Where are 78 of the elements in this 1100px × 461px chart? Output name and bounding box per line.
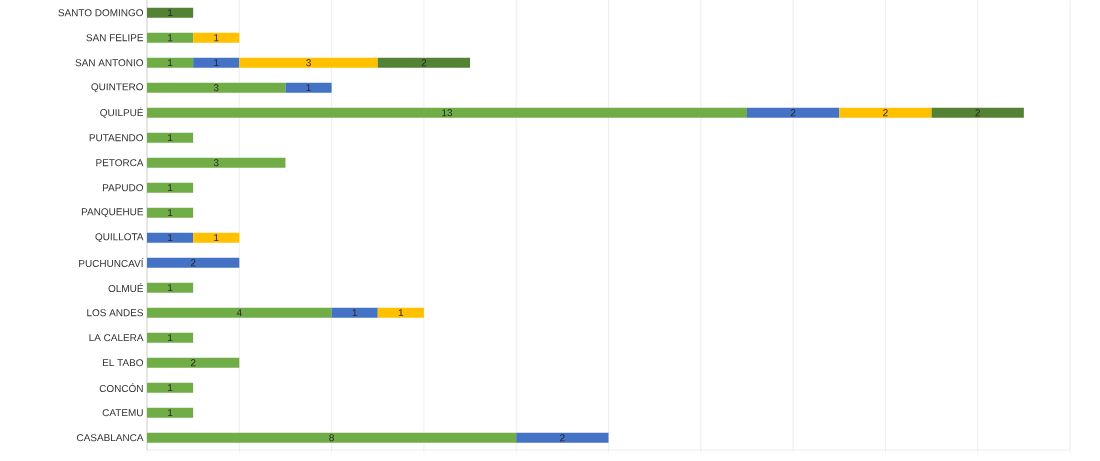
data-label: 4 bbox=[236, 309, 242, 316]
data-label: 1 bbox=[168, 209, 173, 216]
y-tick-label: SAN FELIPE bbox=[86, 34, 144, 42]
data-label: 1 bbox=[168, 184, 173, 191]
y-tick-label: PANQUEHUE bbox=[81, 208, 144, 217]
data-label: 2 bbox=[560, 434, 565, 442]
bar bbox=[147, 182, 194, 193]
y-tick-label: CONCÓN bbox=[99, 383, 143, 392]
bar bbox=[193, 32, 240, 43]
data-label: 1 bbox=[168, 134, 173, 141]
data-label: 3 bbox=[306, 59, 311, 67]
data-label: 2 bbox=[421, 59, 427, 67]
y-tick-label: OLMUÉ bbox=[108, 283, 144, 292]
y-tick-label: EL TABO bbox=[102, 359, 144, 367]
y-tick-label: PUCHUNCAVÍ bbox=[79, 258, 144, 267]
data-label: 1 bbox=[168, 334, 173, 341]
data-label: 1 bbox=[168, 34, 173, 41]
data-label: 1 bbox=[214, 59, 219, 66]
y-tick-label: PETORCA bbox=[96, 159, 144, 167]
data-label: 1 bbox=[214, 234, 219, 241]
y-tick-label: PAPUDO bbox=[102, 184, 144, 192]
data-label: 2 bbox=[790, 109, 796, 117]
data-label: 1 bbox=[168, 234, 173, 241]
bar bbox=[147, 357, 240, 368]
data-label: 1 bbox=[168, 284, 173, 291]
data-label: 1 bbox=[214, 34, 219, 41]
data-label: 8 bbox=[329, 434, 334, 442]
data-label: 2 bbox=[190, 259, 196, 267]
y-tick-label: SANTO DOMINGO bbox=[58, 9, 144, 17]
bar bbox=[147, 207, 194, 218]
data-label: 3 bbox=[213, 84, 219, 92]
y-tick-label: CASABLANCA bbox=[77, 434, 144, 442]
data-label: 2 bbox=[190, 359, 196, 367]
data-label: 13 bbox=[442, 109, 453, 117]
y-tick-label: PUTAENDO bbox=[89, 134, 144, 142]
bar bbox=[331, 307, 378, 318]
bar bbox=[147, 7, 194, 18]
bar bbox=[147, 107, 747, 118]
data-label: 1 bbox=[168, 384, 173, 391]
y-tick-label: QUILLOTA bbox=[95, 233, 144, 242]
bar bbox=[377, 57, 471, 68]
bar bbox=[147, 32, 194, 43]
data-label: 2 bbox=[883, 109, 888, 117]
data-label: 1 bbox=[306, 84, 311, 91]
data-label: 2 bbox=[975, 109, 980, 117]
bar bbox=[147, 332, 194, 343]
bar bbox=[931, 107, 1024, 118]
bar bbox=[377, 307, 424, 318]
bar bbox=[285, 82, 332, 93]
bar bbox=[193, 232, 240, 243]
y-tick-label: QUINTERO bbox=[91, 83, 144, 92]
bar bbox=[147, 382, 194, 393]
bar bbox=[239, 57, 378, 68]
bar bbox=[147, 407, 194, 418]
bar bbox=[147, 82, 286, 93]
data-label: 1 bbox=[168, 9, 173, 16]
y-tick-label: SAN ANTONIO bbox=[75, 59, 144, 67]
y-tick-label: CATEMU bbox=[102, 409, 143, 417]
bar bbox=[193, 57, 240, 68]
bar bbox=[147, 157, 286, 168]
bar bbox=[147, 432, 517, 443]
data-label: 3 bbox=[213, 159, 219, 167]
bar bbox=[147, 132, 194, 143]
data-label: 1 bbox=[168, 409, 173, 416]
bar bbox=[147, 307, 332, 318]
bar bbox=[516, 432, 609, 443]
data-label: 1 bbox=[352, 309, 357, 316]
bar bbox=[147, 282, 194, 293]
data-label: 1 bbox=[398, 309, 404, 316]
y-tick-label: LA CALERA bbox=[89, 334, 144, 342]
bar bbox=[147, 232, 194, 243]
bar bbox=[839, 107, 932, 118]
bar bbox=[147, 57, 194, 68]
bar bbox=[147, 257, 240, 268]
y-tick-label: QUILPUÉ bbox=[100, 107, 144, 118]
y-tick-label: LOS ANDES bbox=[87, 309, 144, 317]
bar bbox=[746, 107, 840, 118]
data-label: 1 bbox=[168, 59, 173, 66]
